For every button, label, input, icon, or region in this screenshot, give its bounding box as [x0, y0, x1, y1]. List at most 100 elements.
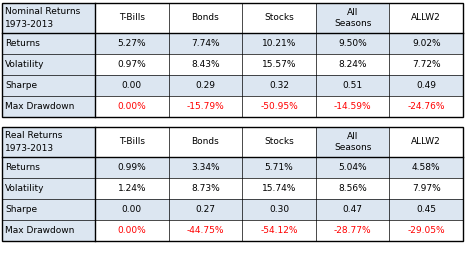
- Text: Max Drawdown: Max Drawdown: [5, 102, 75, 111]
- Text: 4.58%: 4.58%: [412, 163, 440, 172]
- Bar: [390, 75, 463, 96]
- Bar: [390, 54, 463, 75]
- Bar: [95, 178, 169, 199]
- Text: 0.00%: 0.00%: [117, 102, 146, 111]
- Bar: [2, 157, 95, 178]
- Bar: [316, 3, 390, 33]
- Bar: [316, 178, 390, 199]
- Text: 9.50%: 9.50%: [338, 39, 367, 48]
- Bar: [242, 75, 316, 96]
- Text: 3.34%: 3.34%: [191, 163, 219, 172]
- Bar: [95, 96, 169, 117]
- Text: Bonds: Bonds: [192, 138, 219, 147]
- Text: Returns: Returns: [5, 163, 40, 172]
- Text: 0.99%: 0.99%: [117, 163, 146, 172]
- Bar: [2, 54, 95, 75]
- Bar: [169, 33, 242, 54]
- Text: 10.21%: 10.21%: [262, 39, 296, 48]
- Bar: [242, 127, 316, 157]
- Bar: [169, 96, 242, 117]
- Bar: [390, 220, 463, 241]
- Bar: [169, 54, 242, 75]
- Text: -50.95%: -50.95%: [260, 102, 298, 111]
- Text: 8.56%: 8.56%: [338, 184, 367, 193]
- Bar: [242, 178, 316, 199]
- Text: Sharpe: Sharpe: [5, 81, 37, 90]
- Text: 0.00%: 0.00%: [117, 226, 146, 235]
- Bar: [95, 127, 169, 157]
- Text: -44.75%: -44.75%: [187, 226, 224, 235]
- Text: -14.59%: -14.59%: [334, 102, 371, 111]
- Bar: [390, 157, 463, 178]
- Text: 0.00: 0.00: [122, 205, 142, 214]
- Bar: [390, 96, 463, 117]
- Bar: [316, 75, 390, 96]
- Bar: [242, 96, 316, 117]
- Text: Volatility: Volatility: [5, 184, 44, 193]
- Text: 7.97%: 7.97%: [412, 184, 440, 193]
- Bar: [2, 96, 95, 117]
- Text: 8.43%: 8.43%: [191, 60, 219, 69]
- Text: 8.73%: 8.73%: [191, 184, 220, 193]
- Text: ALLW2: ALLW2: [411, 14, 441, 23]
- Text: 0.29: 0.29: [195, 81, 215, 90]
- Text: 1.24%: 1.24%: [117, 184, 146, 193]
- Bar: [316, 220, 390, 241]
- Bar: [95, 157, 169, 178]
- Text: Bonds: Bonds: [192, 14, 219, 23]
- Text: 7.74%: 7.74%: [191, 39, 219, 48]
- Bar: [242, 220, 316, 241]
- Text: Real Returns
1973-2013: Real Returns 1973-2013: [5, 131, 62, 153]
- Bar: [169, 3, 242, 33]
- Text: 0.51: 0.51: [343, 81, 363, 90]
- Text: ALLW2: ALLW2: [411, 138, 441, 147]
- Text: -29.05%: -29.05%: [407, 226, 445, 235]
- Bar: [169, 178, 242, 199]
- Bar: [95, 33, 169, 54]
- Bar: [390, 178, 463, 199]
- Text: Max Drawdown: Max Drawdown: [5, 226, 75, 235]
- Text: 5.04%: 5.04%: [338, 163, 367, 172]
- Text: 0.49: 0.49: [416, 81, 436, 90]
- Bar: [95, 199, 169, 220]
- Text: 15.74%: 15.74%: [262, 184, 296, 193]
- Text: Nominal Returns
1973-2013: Nominal Returns 1973-2013: [5, 7, 80, 29]
- Bar: [242, 33, 316, 54]
- Text: Volatility: Volatility: [5, 60, 44, 69]
- Bar: [316, 127, 390, 157]
- Bar: [95, 75, 169, 96]
- Text: 0.97%: 0.97%: [117, 60, 146, 69]
- Bar: [2, 3, 463, 117]
- Text: -28.77%: -28.77%: [334, 226, 371, 235]
- Bar: [242, 199, 316, 220]
- Bar: [2, 199, 95, 220]
- Text: 5.27%: 5.27%: [117, 39, 146, 48]
- Text: 9.02%: 9.02%: [412, 39, 440, 48]
- Bar: [390, 3, 463, 33]
- Bar: [169, 199, 242, 220]
- Bar: [2, 127, 463, 241]
- Bar: [2, 220, 95, 241]
- Text: 7.72%: 7.72%: [412, 60, 440, 69]
- Bar: [390, 199, 463, 220]
- Text: -24.76%: -24.76%: [407, 102, 445, 111]
- Bar: [2, 33, 95, 54]
- Bar: [169, 127, 242, 157]
- Text: 8.24%: 8.24%: [338, 60, 367, 69]
- Bar: [316, 96, 390, 117]
- Bar: [169, 157, 242, 178]
- Bar: [242, 3, 316, 33]
- Bar: [390, 33, 463, 54]
- Bar: [316, 33, 390, 54]
- Text: 0.30: 0.30: [269, 205, 289, 214]
- Text: All
Seasons: All Seasons: [334, 132, 371, 152]
- Bar: [242, 157, 316, 178]
- Text: 0.27: 0.27: [195, 205, 215, 214]
- Bar: [2, 127, 95, 157]
- Text: Stocks: Stocks: [264, 138, 294, 147]
- Bar: [316, 54, 390, 75]
- Text: T-Bills: T-Bills: [119, 14, 145, 23]
- Text: T-Bills: T-Bills: [119, 138, 145, 147]
- Text: Sharpe: Sharpe: [5, 205, 37, 214]
- Bar: [95, 54, 169, 75]
